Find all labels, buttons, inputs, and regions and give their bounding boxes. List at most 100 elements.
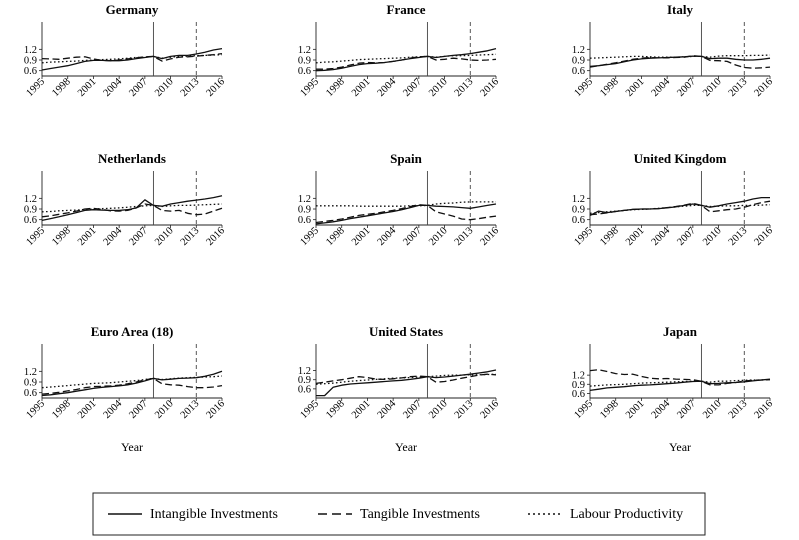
y-tick-label: 0.9 [572, 56, 585, 67]
y-tick-label: 0.9 [24, 205, 37, 216]
y-tick-label: 1.2 [24, 194, 37, 205]
y-tick-label: 0.9 [24, 378, 37, 389]
panel-title: France [387, 2, 426, 17]
x-tick-label: 2016 [204, 398, 227, 421]
x-tick-label: 2016 [752, 225, 775, 248]
x-tick-label: 2016 [204, 225, 227, 248]
y-tick-label: 0.6 [298, 215, 311, 226]
series-solid [589, 196, 770, 216]
x-tick-label: 2007 [401, 76, 424, 99]
series-dotted [41, 375, 223, 389]
panel-title: Germany [106, 2, 159, 17]
y-tick-label: 0.9 [298, 56, 311, 67]
legend: Intangible Investments Tangible Investmen… [92, 492, 706, 536]
panel-title: Euro Area (18) [91, 324, 174, 339]
y-tick-label: 0.6 [572, 389, 585, 400]
x-axis-label: Year [669, 440, 691, 454]
x-tick-label: 2001 [624, 398, 647, 421]
x-tick-label: 1998 [324, 225, 347, 248]
y-tick-label: 1.2 [24, 367, 37, 378]
series-dotted [316, 201, 496, 207]
panel-title: Netherlands [98, 151, 166, 166]
x-tick-label: 2013 [727, 225, 750, 248]
x-tick-label: 1998 [50, 398, 73, 421]
x-tick-label: 2007 [127, 76, 150, 99]
x-tick-label: 1998 [324, 398, 347, 421]
panel-3: Netherlands 0.60.91.2 1995 1998 2001 2004 2007… [24, 151, 227, 248]
x-tick-label: 1995 [24, 76, 47, 99]
x-tick-label: 1995 [298, 76, 321, 99]
x-tick-label: 2013 [453, 398, 476, 421]
x-tick-label: 2010 [427, 225, 450, 248]
x-tick-label: 2001 [624, 225, 647, 248]
series-dashed [589, 200, 771, 216]
x-tick-label: 2010 [427, 398, 450, 421]
y-tick-label: 0.6 [24, 215, 37, 226]
y-tick-label: 0.9 [24, 56, 37, 67]
y-tick-label: 1.2 [298, 45, 311, 56]
y-tick-label: 0.6 [572, 215, 585, 226]
y-tick-label: 0.6 [298, 66, 311, 77]
y-tick-label: 0.6 [298, 384, 311, 395]
series-dashed [41, 52, 223, 62]
x-tick-label: 2016 [752, 398, 775, 421]
x-tick-label: 2013 [727, 76, 750, 99]
y-tick-label: 1.2 [572, 45, 585, 56]
x-tick-label: 2007 [401, 398, 424, 421]
series-solid [41, 195, 223, 222]
series-dotted [315, 53, 497, 64]
x-tick-label: 2013 [179, 398, 202, 421]
x-axis-label: Year [395, 440, 417, 454]
x-tick-label: 2007 [675, 398, 698, 421]
y-tick-label: 1.2 [298, 194, 311, 205]
x-tick-label: 1995 [572, 76, 595, 99]
x-tick-label: 2004 [102, 225, 125, 248]
x-tick-label: 2016 [478, 76, 501, 99]
x-tick-label: 1995 [24, 398, 47, 421]
series-dashed [315, 373, 497, 385]
legend-label: Intangible Investments [150, 507, 278, 522]
x-tick-label: 1998 [50, 76, 73, 99]
y-tick-label: 0.9 [572, 205, 585, 216]
y-tick-label: 1.2 [298, 366, 311, 377]
x-tick-label: 1995 [572, 398, 595, 421]
x-tick-label: 2001 [76, 225, 99, 248]
x-tick-label: 2010 [701, 225, 724, 248]
y-tick-label: 0.9 [298, 375, 311, 386]
series-dashed [589, 369, 771, 386]
x-tick-label: 2007 [127, 225, 150, 248]
panel-title: United Kingdom [634, 151, 727, 166]
x-tick-label: 2004 [376, 76, 399, 99]
x-tick-label: 2016 [478, 225, 501, 248]
panel-title: Spain [390, 151, 423, 166]
x-tick-label: 2013 [453, 76, 476, 99]
x-tick-label: 2010 [153, 398, 176, 421]
y-tick-label: 0.9 [572, 380, 585, 391]
x-tick-label: 2007 [401, 225, 424, 248]
x-tick-label: 2007 [127, 398, 150, 421]
y-tick-label: 0.6 [24, 388, 37, 399]
series-solid [316, 369, 497, 397]
x-tick-label: 2016 [478, 398, 501, 421]
x-tick-label: 1998 [598, 225, 621, 248]
x-tick-label: 1998 [324, 76, 347, 99]
y-tick-label: 1.2 [572, 371, 585, 382]
x-tick-label: 2004 [102, 76, 125, 99]
x-tick-label: 1995 [24, 225, 47, 248]
x-tick-label: 2013 [727, 398, 750, 421]
x-tick-label: 2016 [204, 76, 227, 99]
panel-title: Italy [667, 2, 694, 17]
x-tick-label: 1998 [598, 76, 621, 99]
x-tick-label: 1995 [572, 225, 595, 248]
legend-label: Labour Productivity [570, 507, 683, 522]
y-tick-label: 0.6 [572, 66, 585, 77]
x-tick-label: 2013 [453, 225, 476, 248]
x-tick-label: 2004 [102, 398, 125, 421]
legend-label: Tangible Investments [360, 507, 480, 522]
